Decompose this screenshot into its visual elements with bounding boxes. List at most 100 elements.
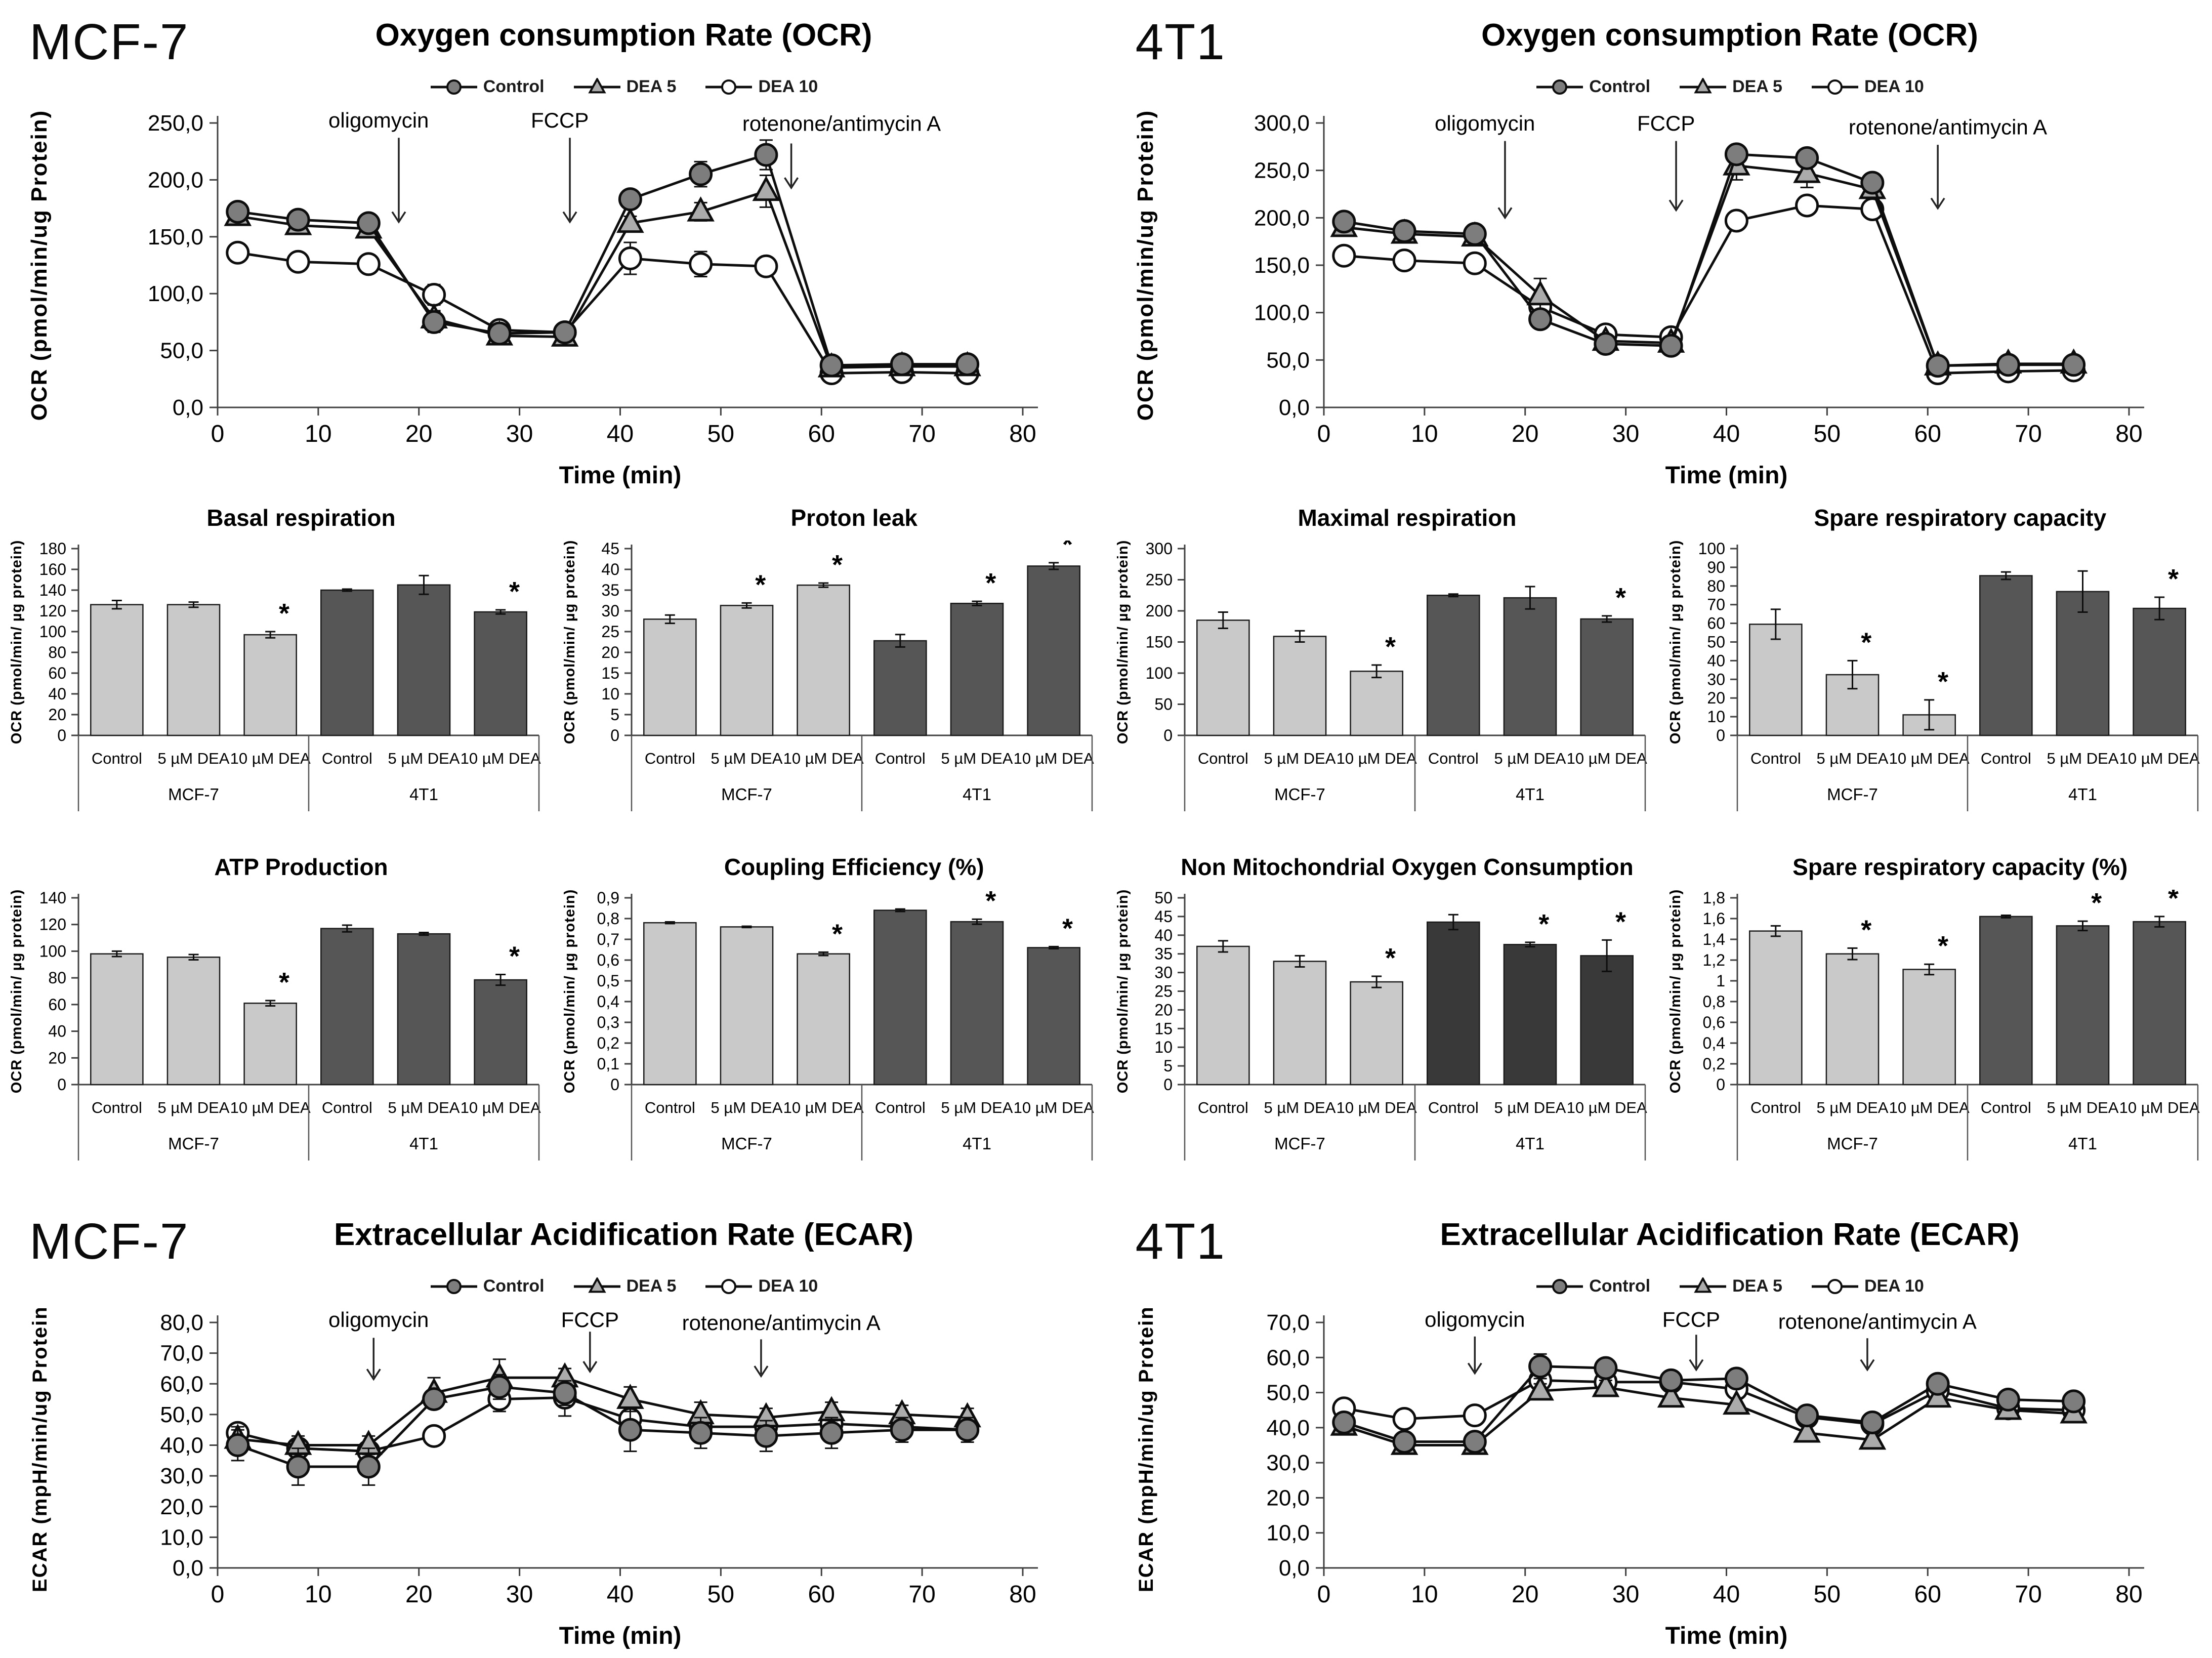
svg-text:60: 60 — [48, 664, 66, 682]
svg-text:120: 120 — [39, 602, 66, 620]
cell-line-label-mcf7-ecar: MCF-7 — [29, 1213, 189, 1270]
chart-title-ocr-mcf7: Oxygen consumption Rate (OCR) — [375, 18, 872, 53]
chart-title-ecar-4t1: Extracellular Acidification Rate (ECAR) — [1440, 1217, 2020, 1252]
basal-respiration-bar-chart: 0 20 40 60 80 100 120 140 160 180 OCR (pmol/min/ µ… — [9, 541, 541, 811]
svg-text:5 µM DEA: 5 µM DEA — [711, 750, 782, 767]
svg-text:0: 0 — [1163, 726, 1173, 744]
panel-coupling-efficiency: Coupling Efficiency (%) 0 0,1 0,2 0,3 0,4 0,5… — [553, 845, 1106, 1199]
svg-text:*: * — [755, 569, 766, 600]
chart-title-coupling-efficiency: Coupling Efficiency (%) — [724, 854, 984, 880]
svg-text:160: 160 — [39, 560, 66, 578]
chart-title-spare-respiratory-capacity-pct: Spare respiratory capacity (%) — [1792, 854, 2128, 880]
svg-text:70: 70 — [1707, 596, 1726, 614]
svg-text:15: 15 — [1154, 1019, 1173, 1038]
svg-text:80: 80 — [1009, 1581, 1036, 1608]
svg-text:150,0: 150,0 — [148, 225, 203, 250]
svg-text:*: * — [1861, 915, 1872, 945]
svg-text:30: 30 — [1612, 1581, 1639, 1608]
svg-text:OCR (pmol/min/ µg protein): OCR (pmol/min/ µg protein) — [562, 890, 578, 1093]
svg-text:10: 10 — [1154, 1038, 1173, 1056]
svg-text:Control: Control — [92, 1099, 142, 1116]
legend-label: Control — [1589, 77, 1651, 96]
svg-text:50,0: 50,0 — [1266, 1381, 1310, 1405]
svg-text:MCF-7: MCF-7 — [168, 785, 219, 804]
svg-text:20: 20 — [48, 1049, 66, 1067]
panel-proton-leak: Proton leak 0 5 10 15 20 25 30 35 40 45 OCR (pmol/… — [553, 496, 1106, 845]
svg-text:20: 20 — [1512, 421, 1538, 447]
legend-item-dea-10: DEA 10 — [1811, 1276, 1924, 1296]
svg-text:0: 0 — [1317, 421, 1330, 447]
svg-text:30: 30 — [1154, 964, 1173, 982]
svg-text:70,0: 70,0 — [160, 1341, 203, 1366]
svg-text:60: 60 — [1914, 1581, 1941, 1608]
panel-basal-respiration: Basal respiration 0 20 40 60 80 100 120 140 160 1… — [0, 496, 553, 845]
svg-text:FCCP: FCCP — [1662, 1308, 1720, 1331]
svg-text:70: 70 — [2015, 1581, 2041, 1608]
svg-text:1,2: 1,2 — [1703, 951, 1725, 969]
svg-text:4T1: 4T1 — [2068, 1134, 2097, 1153]
legend-item-dea-5: DEA 5 — [1679, 77, 1782, 97]
svg-text:40: 40 — [1713, 1581, 1739, 1608]
svg-text:5: 5 — [610, 706, 619, 724]
svg-text:rotenone/antimycin A: rotenone/antimycin A — [1848, 115, 2047, 139]
legend-item-dea-5: DEA 5 — [573, 1276, 676, 1296]
svg-text:5 µM DEA: 5 µM DEA — [1817, 750, 1889, 767]
svg-text:*: * — [2168, 890, 2179, 914]
legend-ocr-mcf7: Control DEA 5 DEA 10 — [218, 77, 1030, 97]
svg-text:*: * — [2168, 564, 2179, 594]
svg-text:MCF-7: MCF-7 — [1274, 785, 1325, 804]
svg-text:250: 250 — [1145, 571, 1172, 589]
svg-text:4T1: 4T1 — [963, 1134, 991, 1153]
svg-text:*: * — [1861, 627, 1872, 657]
svg-text:35: 35 — [601, 581, 619, 599]
filled-circle-legend-marker-icon — [1536, 79, 1583, 95]
svg-text:25: 25 — [601, 623, 619, 641]
svg-text:4T1: 4T1 — [1516, 785, 1545, 804]
svg-text:FCCP: FCCP — [561, 1308, 619, 1332]
legend-label: DEA 5 — [1732, 77, 1782, 96]
legend-label: Control — [1589, 1276, 1651, 1296]
svg-text:5: 5 — [1163, 1057, 1173, 1075]
svg-text:80: 80 — [2115, 421, 2142, 447]
svg-text:4T1: 4T1 — [409, 785, 438, 804]
svg-text:1: 1 — [1716, 972, 1725, 990]
svg-text:60: 60 — [808, 421, 835, 447]
svg-text:10 µM DEA: 10 µM DEA — [1336, 1099, 1416, 1116]
filled-triangle-legend-marker-icon — [573, 1277, 620, 1293]
svg-text:80: 80 — [48, 969, 66, 987]
svg-text:5 µM DEA: 5 µM DEA — [2047, 750, 2119, 767]
filled-circle-legend-marker-icon — [430, 79, 477, 95]
svg-text:20: 20 — [405, 1581, 432, 1608]
ecar-4t1-line-chart: 0,0 10,0 20,0 30,0 40,0 50,0 60,0 70,0 0 10 20 30 40… — [1135, 1308, 2144, 1649]
svg-text:40: 40 — [1154, 926, 1173, 944]
svg-text:1,4: 1,4 — [1703, 930, 1725, 948]
svg-text:Control: Control — [1981, 750, 2031, 767]
svg-text:80: 80 — [1009, 421, 1036, 447]
svg-text:60,0: 60,0 — [160, 1372, 203, 1396]
svg-text:100: 100 — [39, 623, 66, 641]
svg-text:150: 150 — [1145, 633, 1172, 651]
svg-text:50: 50 — [1154, 695, 1173, 714]
chart-title-maximal-respiration: Maximal respiration — [1298, 505, 1517, 531]
svg-text:50: 50 — [707, 421, 734, 447]
svg-text:0: 0 — [1163, 1075, 1173, 1094]
svg-text:5 µM DEA: 5 µM DEA — [1494, 1099, 1566, 1116]
filled-triangle-legend-marker-icon — [1680, 77, 1727, 93]
filled-triangle-legend-marker-icon — [573, 77, 620, 93]
ocr-line-charts-row: MCF-7 Oxygen consumption Rate (OCR) Cont… — [0, 0, 2212, 496]
svg-text:10: 10 — [1411, 421, 1438, 447]
svg-text:MCF-7: MCF-7 — [168, 1134, 219, 1153]
svg-text:*: * — [1615, 583, 1625, 613]
proton-leak-bar-chart: 0 5 10 15 20 25 30 35 40 45 OCR (pmol/min/ µg prot… — [562, 541, 1094, 811]
svg-text:OCR (pmol/min/ µg protein): OCR (pmol/min/ µg protein) — [1667, 541, 1684, 744]
svg-text:Control: Control — [1750, 750, 1801, 767]
maximal-respiration-bar-chart: 0 50 100 150 200 250 300 OCR (pmol/min/ µg prot… — [1115, 541, 1647, 811]
svg-text:0,6: 0,6 — [1703, 1013, 1725, 1031]
svg-text:10 µM DEA: 10 µM DEA — [1013, 1099, 1094, 1116]
svg-text:30: 30 — [601, 602, 619, 620]
svg-text:5 µM DEA: 5 µM DEA — [388, 1099, 460, 1116]
panel-spare-respiratory-capacity-pct: Spare respiratory capacity (%) 0 0,2 0,4 0,… — [1659, 845, 2212, 1199]
svg-text:5 µM DEA: 5 µM DEA — [388, 750, 460, 767]
